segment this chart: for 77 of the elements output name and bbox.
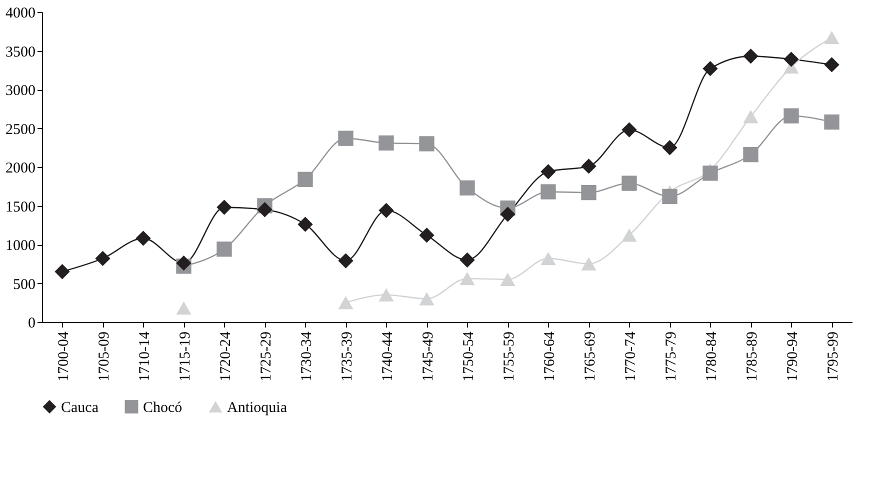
point [622, 228, 637, 242]
point [338, 296, 354, 310]
x-tick-label: 1725-29 [258, 332, 274, 382]
point [136, 230, 151, 246]
point [824, 57, 840, 72]
point [419, 228, 434, 243]
y-tick-label: 500 [13, 276, 36, 293]
point [378, 202, 394, 218]
point [95, 250, 110, 266]
x-tick-label: 1775-79 [663, 332, 680, 382]
point [54, 264, 70, 280]
point [378, 288, 394, 302]
point [824, 31, 840, 44]
point [176, 256, 192, 271]
point [743, 147, 758, 162]
x-tick-label: 1705-09 [96, 332, 112, 382]
x-tick-label: 1740-44 [380, 331, 396, 382]
point [338, 253, 354, 268]
point [378, 135, 394, 151]
x-tick-label: 1700-04 [56, 331, 72, 382]
point [500, 272, 516, 286]
point [257, 202, 272, 218]
point [662, 188, 678, 204]
x-tick-label: 1720-24 [218, 331, 234, 382]
legend-label: Antioquia [227, 400, 288, 416]
y-tick-label: 1000 [6, 238, 36, 254]
point [784, 108, 799, 124]
legend-label: Cauca [61, 400, 99, 416]
x-tick-label: 1730-34 [298, 331, 315, 382]
point [176, 301, 192, 315]
point [702, 166, 718, 181]
point [702, 60, 718, 76]
point [460, 272, 475, 286]
y-tick-label: 2000 [6, 160, 36, 176]
x-tick-label: 1785-89 [744, 332, 760, 382]
x-tick-label: 1760-64 [542, 331, 558, 382]
point [500, 206, 516, 222]
y-tick-label: 3000 [6, 83, 36, 99]
point [581, 184, 596, 200]
y-tick-label: 2500 [6, 122, 36, 138]
y-tick-label: 3500 [6, 44, 36, 60]
x-tick-label: 1780-84 [704, 331, 720, 382]
y-tick-label: 4000 [6, 6, 36, 22]
x-tick-label: 1795-99 [825, 332, 842, 382]
x-tick-label: 1710-14 [136, 331, 153, 382]
point [419, 292, 434, 306]
x-tick-label: 1735-39 [339, 332, 356, 382]
point [743, 110, 758, 124]
point [216, 242, 232, 257]
point [298, 216, 313, 232]
point [216, 200, 232, 215]
x-tick-label: 1765-69 [582, 332, 598, 382]
point [581, 257, 596, 270]
x-tick-label: 1745-49 [420, 332, 436, 382]
point [784, 52, 799, 67]
legend-label: Chocó [143, 400, 182, 416]
point [460, 180, 475, 196]
point [298, 172, 313, 187]
y-tick-label: 0 [28, 316, 36, 332]
point [540, 184, 556, 200]
point [460, 252, 475, 268]
point [419, 136, 434, 152]
point [662, 140, 678, 156]
x-tick-label: 1790-94 [784, 331, 801, 382]
point [622, 122, 637, 138]
point [338, 130, 354, 146]
x-tick-label: 1750-54 [460, 331, 477, 382]
x-tick-label: 1755-59 [501, 332, 518, 382]
x-tick-label: 1715-19 [177, 332, 194, 382]
point [540, 252, 556, 266]
point [824, 114, 840, 130]
point [540, 164, 556, 180]
point [622, 176, 637, 191]
y-tick-label: 1500 [6, 199, 36, 216]
x-tick-label: 1770-74 [622, 331, 639, 382]
point [743, 48, 758, 64]
point [581, 158, 596, 174]
